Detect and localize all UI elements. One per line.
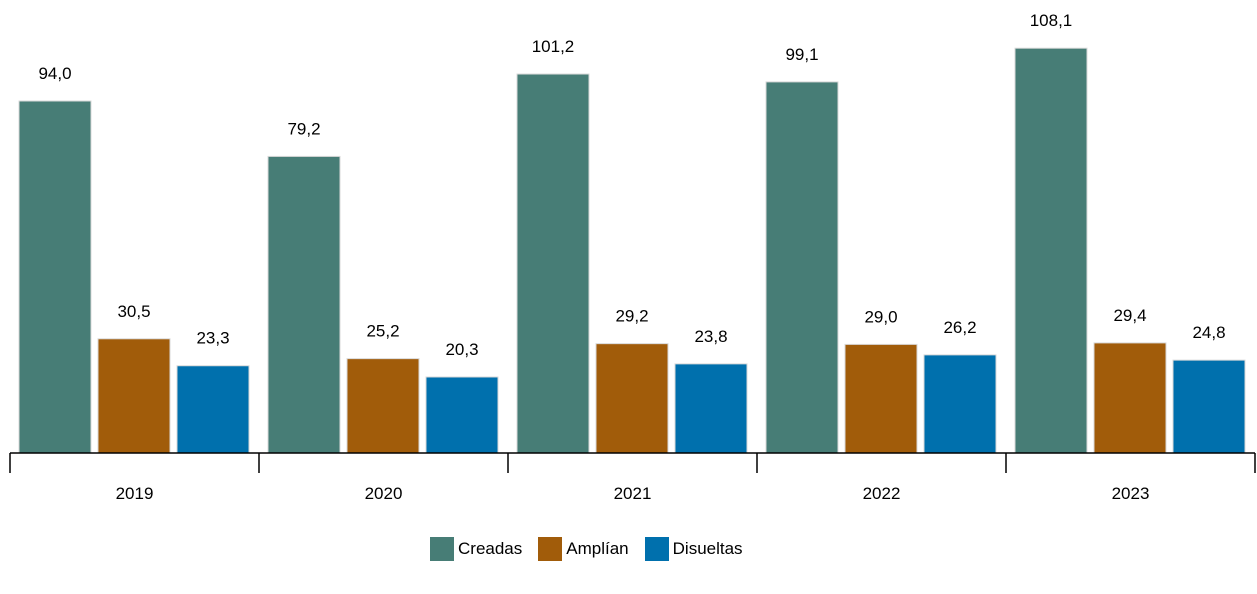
legend-swatch-disueltas (644, 537, 669, 561)
data-label-disueltas-2019: 23,3 (196, 329, 229, 348)
data-label-disueltas-2022: 26,2 (943, 318, 976, 337)
legend-swatch-creadas (430, 537, 454, 561)
data-label-disueltas-2021: 23,8 (694, 327, 727, 346)
bar-amplían-2019 (97, 338, 171, 454)
x-tick-label-2023: 2023 (1112, 484, 1150, 503)
bar-amplían-2021 (595, 343, 669, 454)
x-tick-label-2021: 2021 (614, 484, 652, 503)
legend-item-disueltas: Disueltas (644, 537, 743, 561)
data-label-disueltas-2023: 24,8 (1192, 323, 1225, 342)
legend-item-creadas: Creadas (430, 537, 522, 561)
data-label-amplían-2021: 29,2 (615, 307, 648, 326)
bar-amplían-2020 (346, 358, 420, 454)
bar-creadas-2019 (18, 100, 92, 454)
data-label-creadas-2023: 108,1 (1030, 11, 1073, 30)
bar-disueltas-2022 (923, 354, 997, 454)
bar-disueltas-2021 (674, 363, 748, 454)
bar-amplían-2022 (844, 343, 918, 454)
data-label-disueltas-2020: 20,3 (445, 340, 478, 359)
data-label-creadas-2020: 79,2 (287, 119, 320, 138)
bar-disueltas-2020 (425, 376, 499, 454)
bar-creadas-2021 (516, 73, 590, 454)
x-tick-label-2020: 2020 (365, 484, 403, 503)
data-label-amplían-2022: 29,0 (864, 307, 897, 326)
legend-label-creadas: Creadas (458, 539, 523, 558)
bar-creadas-2022 (765, 81, 839, 454)
bar-amplían-2023 (1093, 342, 1167, 454)
legend-label-disueltas: Disueltas (672, 539, 743, 558)
data-label-creadas-2019: 94,0 (38, 64, 71, 83)
bar-disueltas-2019 (176, 365, 250, 454)
legend-item-amplian: Amplían (538, 537, 629, 561)
x-tick-label-2019: 2019 (116, 484, 154, 503)
legend-swatch-amplian (538, 537, 563, 561)
data-label-amplían-2020: 25,2 (366, 322, 399, 341)
legend-label-amplian: Amplían (566, 539, 629, 558)
bar-creadas-2020 (267, 155, 341, 454)
x-tick-label-2022: 2022 (863, 484, 901, 503)
data-label-creadas-2022: 99,1 (785, 45, 818, 64)
bar-disueltas-2023 (1172, 359, 1246, 454)
bar-creadas-2023 (1014, 47, 1088, 454)
data-label-amplían-2019: 30,5 (117, 302, 150, 321)
data-label-creadas-2021: 101,2 (532, 37, 575, 56)
data-label-amplían-2023: 29,4 (1113, 306, 1146, 325)
